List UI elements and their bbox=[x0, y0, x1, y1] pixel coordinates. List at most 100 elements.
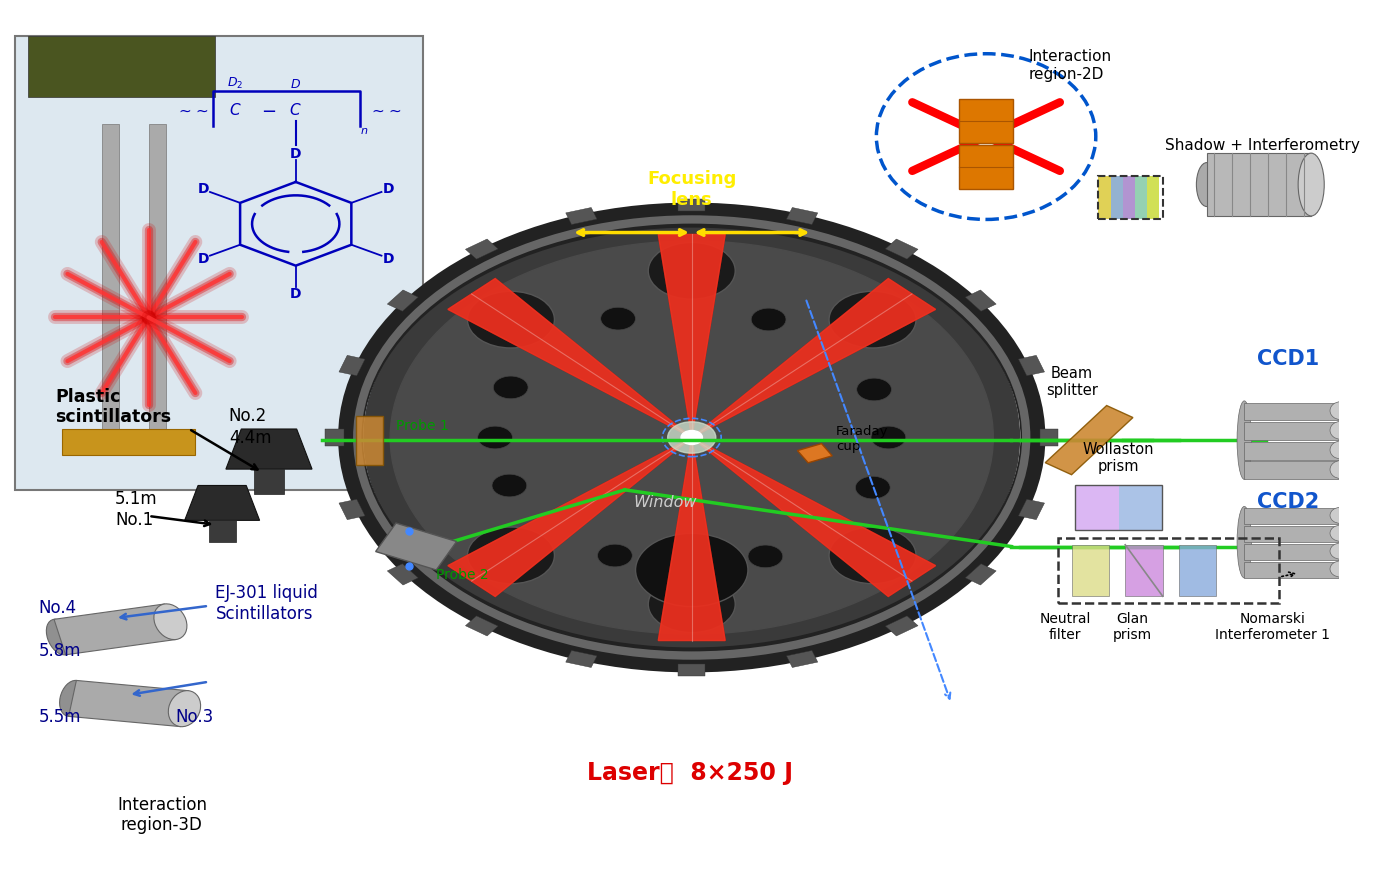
Circle shape bbox=[636, 534, 748, 606]
Text: D: D bbox=[290, 287, 301, 301]
Bar bbox=[1244, 508, 1341, 524]
Bar bbox=[678, 199, 704, 211]
Bar bbox=[1039, 429, 1059, 446]
Polygon shape bbox=[658, 234, 725, 438]
Text: D: D bbox=[382, 182, 395, 196]
Text: D: D bbox=[382, 252, 395, 266]
Bar bbox=[1098, 176, 1110, 220]
Ellipse shape bbox=[60, 681, 85, 717]
Text: CCD2: CCD2 bbox=[1257, 492, 1320, 512]
Bar bbox=[1123, 176, 1134, 220]
Bar bbox=[1134, 176, 1147, 220]
Text: CCD1: CCD1 bbox=[1257, 349, 1320, 369]
Text: 5.1m: 5.1m bbox=[116, 489, 158, 508]
Ellipse shape bbox=[1329, 460, 1352, 479]
Polygon shape bbox=[692, 278, 936, 438]
Circle shape bbox=[855, 476, 890, 499]
Bar bbox=[466, 239, 498, 259]
Text: No.1: No.1 bbox=[116, 511, 153, 529]
Bar bbox=[1018, 500, 1045, 520]
Circle shape bbox=[857, 378, 891, 401]
Ellipse shape bbox=[467, 291, 554, 348]
Polygon shape bbox=[448, 438, 692, 597]
Text: $-$: $-$ bbox=[261, 102, 276, 119]
Text: $\sim\!\sim$: $\sim\!\sim$ bbox=[370, 103, 402, 118]
Bar bbox=[787, 650, 817, 668]
Text: $C$: $C$ bbox=[229, 102, 241, 118]
Bar bbox=[886, 239, 918, 259]
Text: Beam
splitter: Beam splitter bbox=[1046, 366, 1098, 398]
Bar bbox=[1244, 526, 1341, 542]
Ellipse shape bbox=[1329, 507, 1352, 523]
Bar bbox=[566, 650, 597, 668]
Bar bbox=[1147, 176, 1159, 220]
Bar bbox=[54, 604, 176, 654]
Circle shape bbox=[391, 241, 993, 634]
Text: Focusing
lens: Focusing lens bbox=[647, 170, 737, 209]
Ellipse shape bbox=[1329, 402, 1352, 420]
Text: Faraday
cup: Faraday cup bbox=[836, 425, 889, 453]
Polygon shape bbox=[448, 278, 692, 438]
Bar bbox=[339, 500, 365, 520]
Text: Probe 1: Probe 1 bbox=[396, 419, 449, 433]
Bar bbox=[28, 36, 215, 97]
Ellipse shape bbox=[1329, 422, 1352, 439]
Text: $n$: $n$ bbox=[360, 126, 368, 136]
Text: Laser：  8×250 J: Laser： 8×250 J bbox=[587, 761, 794, 785]
Bar bbox=[388, 290, 418, 312]
Polygon shape bbox=[226, 429, 312, 469]
Polygon shape bbox=[692, 278, 936, 438]
Bar bbox=[1059, 538, 1279, 603]
Text: Neutral
filter: Neutral filter bbox=[1039, 612, 1091, 642]
Polygon shape bbox=[658, 234, 725, 438]
Text: 5.5m: 5.5m bbox=[39, 708, 81, 725]
Text: Nomarski
Interferometer 1: Nomarski Interferometer 1 bbox=[1215, 612, 1329, 642]
Text: 5.8m: 5.8m bbox=[39, 642, 81, 661]
Circle shape bbox=[477, 426, 512, 449]
Bar bbox=[1071, 545, 1109, 596]
Ellipse shape bbox=[1237, 507, 1251, 578]
Ellipse shape bbox=[1299, 153, 1324, 216]
Text: Window: Window bbox=[633, 495, 696, 510]
Text: EJ-301 liquid
Scintillators: EJ-301 liquid Scintillators bbox=[215, 584, 318, 623]
Ellipse shape bbox=[467, 527, 554, 584]
Text: Shadow + Interferometry: Shadow + Interferometry bbox=[1165, 137, 1360, 153]
Bar bbox=[1110, 176, 1123, 220]
Circle shape bbox=[492, 474, 527, 497]
Ellipse shape bbox=[649, 242, 735, 299]
Polygon shape bbox=[960, 99, 1013, 143]
Bar bbox=[254, 469, 285, 494]
Bar bbox=[1244, 423, 1341, 440]
Text: No.4: No.4 bbox=[39, 598, 77, 617]
Polygon shape bbox=[798, 444, 833, 463]
Polygon shape bbox=[448, 438, 692, 597]
Bar bbox=[965, 290, 996, 312]
Circle shape bbox=[668, 422, 716, 453]
Text: No.2: No.2 bbox=[229, 407, 266, 425]
Ellipse shape bbox=[829, 291, 917, 348]
Bar bbox=[388, 564, 418, 585]
Ellipse shape bbox=[1329, 561, 1352, 577]
Text: Probe 2: Probe 2 bbox=[437, 569, 488, 583]
Polygon shape bbox=[658, 438, 725, 640]
Bar bbox=[1244, 562, 1341, 578]
Bar bbox=[1244, 402, 1341, 421]
Bar bbox=[15, 36, 423, 490]
Text: D: D bbox=[197, 252, 209, 266]
Ellipse shape bbox=[1329, 543, 1352, 559]
Bar bbox=[148, 123, 166, 446]
Bar bbox=[1076, 485, 1119, 530]
Ellipse shape bbox=[1237, 401, 1251, 480]
Polygon shape bbox=[960, 145, 1013, 189]
Text: Interaction
region-3D: Interaction region-3D bbox=[117, 795, 206, 835]
Ellipse shape bbox=[46, 620, 74, 654]
Bar bbox=[1244, 442, 1341, 459]
Bar bbox=[61, 429, 195, 455]
Ellipse shape bbox=[829, 527, 917, 584]
Bar bbox=[466, 616, 498, 636]
Text: D: D bbox=[290, 147, 301, 161]
Bar bbox=[1207, 153, 1311, 216]
Bar bbox=[678, 664, 704, 676]
Bar bbox=[209, 521, 236, 542]
Polygon shape bbox=[448, 438, 692, 597]
